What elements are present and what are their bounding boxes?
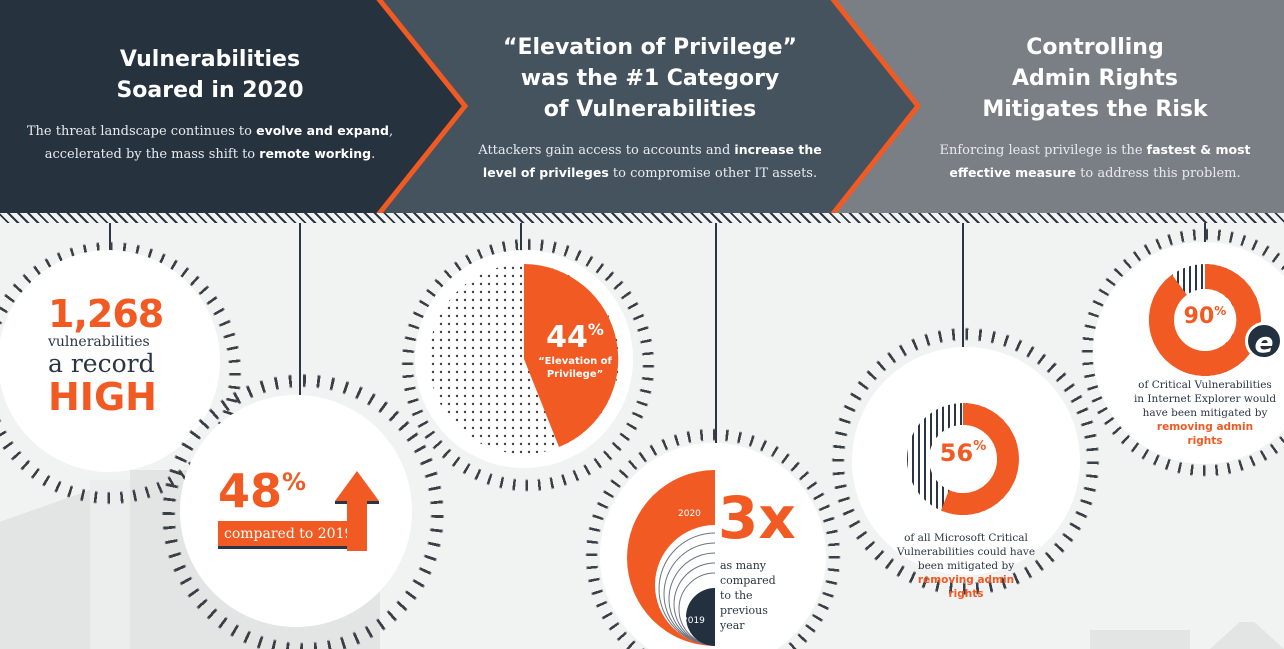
growth-label: compared to 2019 xyxy=(218,521,363,549)
year-2020-label: 2020 xyxy=(678,509,701,519)
panel-description: Enforcing least privilege is the fastest… xyxy=(939,142,1251,181)
connector-line xyxy=(299,223,301,395)
header-banner: Vulnerabilities Soared in 2020 The threa… xyxy=(0,0,1284,213)
donut-chart-56 xyxy=(907,403,1019,515)
stat-growth: 48% compared to 2019 xyxy=(180,395,412,627)
arrow-up-icon xyxy=(335,471,379,551)
growth-percent: 48 xyxy=(218,464,283,518)
year-2019-label: 2019 xyxy=(682,616,705,626)
panel-description: The threat landscape continues to evolve… xyxy=(26,123,394,162)
connector-line xyxy=(715,223,717,443)
stat-threefold: 2020 2019 3x as many compared to the pre… xyxy=(600,443,826,649)
threefold-description: as many compared to the previous year xyxy=(720,559,776,632)
panel-title: “Elevation of Privilege” was the #1 Cate… xyxy=(503,35,797,122)
ie-percent: 90 xyxy=(1183,304,1215,329)
pie-chart-44 xyxy=(429,264,619,454)
record-label: vulnerabilities xyxy=(48,334,150,350)
internet-explorer-icon: e xyxy=(1245,322,1283,360)
record-number: 1,268 xyxy=(48,292,164,336)
building-silhouette xyxy=(0,490,90,649)
microsoft-description: of all Microsoft Critical Vulnerabilitie… xyxy=(896,532,1036,600)
panel-title: Vulnerabilities Soared in 2020 xyxy=(116,47,304,103)
building-silhouette xyxy=(1090,630,1190,649)
record-line3: HIGH xyxy=(48,375,157,419)
threefold-number: 3x xyxy=(718,484,796,552)
panel-controlling-admin-rights: Controlling Admin Rights Mitigates the R… xyxy=(905,0,1284,213)
elevation-percent: 44 xyxy=(546,320,588,355)
panel-elevation-of-privilege: “Elevation of Privilege” was the #1 Cate… xyxy=(440,0,860,213)
nested-semicircles xyxy=(627,470,716,646)
building-silhouette xyxy=(1210,622,1284,649)
hatched-divider xyxy=(0,213,1284,223)
elevation-label-1: “Elevation of xyxy=(538,356,612,367)
ie-description: of Critical Vulnerabilities in Internet … xyxy=(1133,379,1277,447)
header-chevrons xyxy=(0,0,1284,213)
panel-description: Attackers gain access to accounts and in… xyxy=(478,142,822,181)
connector-line xyxy=(962,223,964,347)
microsoft-percent: 56 xyxy=(939,439,974,467)
building-silhouette xyxy=(90,480,130,649)
panel-vulnerabilities-soared: Vulnerabilities Soared in 2020 The threa… xyxy=(0,0,420,213)
stat-elevation-of-privilege: 44% “Elevation of Privilege” xyxy=(415,250,633,468)
record-line2: a record xyxy=(48,349,155,378)
stat-microsoft-critical: 56% of all Microsoft Critical Vulnerabil… xyxy=(852,347,1080,600)
elevation-label-2: Privilege” xyxy=(546,369,604,380)
donut-chart-90 xyxy=(1148,264,1261,376)
panel-title: Controlling Admin Rights Mitigates the R… xyxy=(982,35,1208,122)
